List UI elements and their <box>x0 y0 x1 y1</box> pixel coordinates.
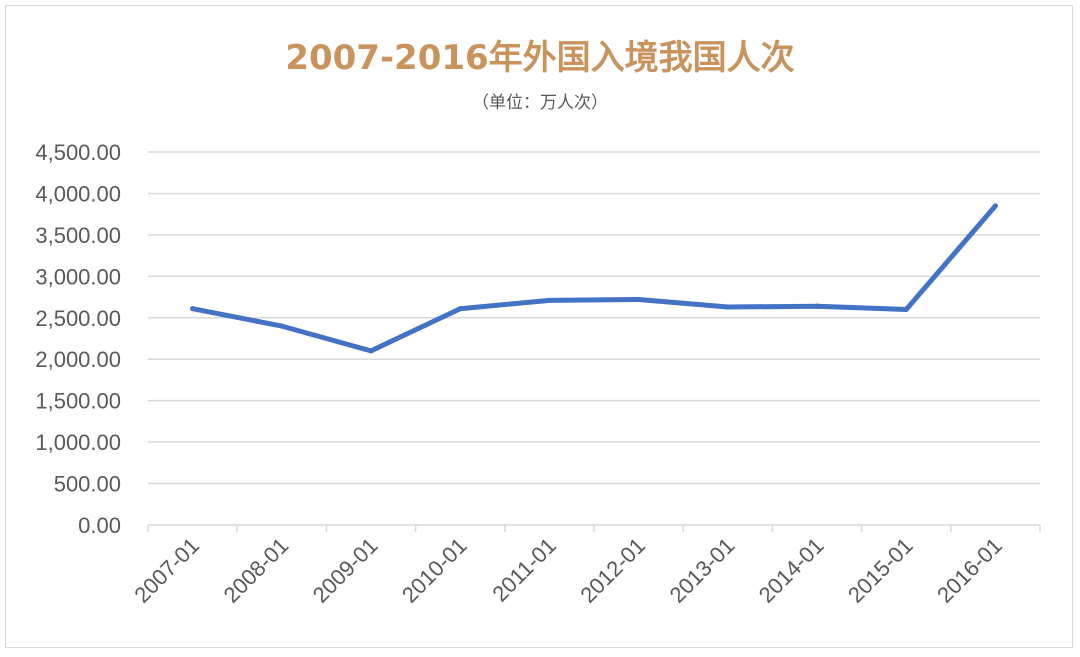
x-tick-label: 2008-01 <box>219 533 294 608</box>
y-tick-label: 0.00 <box>78 513 121 538</box>
data-point <box>903 306 909 312</box>
series-layer <box>190 203 998 354</box>
y-tick-label: 3,000.00 <box>35 264 121 289</box>
y-tick-label: 2,000.00 <box>35 347 121 372</box>
y-tick-label: 1,500.00 <box>35 389 121 414</box>
x-tick-label: 2010-01 <box>397 533 472 608</box>
y-tick-label: 1,000.00 <box>35 430 121 455</box>
y-tick-label: 500.00 <box>54 472 121 497</box>
y-tick-label: 4,000.00 <box>35 181 121 206</box>
data-point <box>636 297 642 303</box>
x-tick-label: 2014-01 <box>754 533 829 608</box>
data-point <box>725 304 731 310</box>
data-point <box>992 203 998 209</box>
data-point <box>457 306 463 312</box>
data-point <box>814 303 820 309</box>
y-tick-label: 3,500.00 <box>35 223 121 248</box>
data-point <box>190 306 196 312</box>
data-point <box>368 348 374 354</box>
x-axis <box>147 524 1041 532</box>
x-tick-label: 2012-01 <box>575 533 650 608</box>
chart-title: 2007-2016年外国入境我国人次 <box>285 38 795 78</box>
y-tick-label: 2,500.00 <box>35 306 121 331</box>
x-tick-label: 2013-01 <box>665 533 740 608</box>
series-line <box>190 203 998 354</box>
data-point <box>279 323 285 329</box>
chart-frame <box>5 5 1073 648</box>
chart-subtitle: （单位：万人次） <box>472 93 608 113</box>
x-tick-label: 2016-01 <box>932 533 1007 608</box>
y-tick-label: 4,500.00 <box>35 140 121 165</box>
x-tick-label: 2015-01 <box>843 533 918 608</box>
data-point <box>546 297 552 303</box>
x-tick-label: 2009-01 <box>308 533 383 608</box>
x-tick-label: 2007-01 <box>129 533 204 608</box>
y-axis-ticks: 0.00 500.00 1,000.00 1,500.00 2,000.00 2,500.… <box>35 140 121 538</box>
x-axis-ticks: 2007-01 2008-01 2009-01 2010-01 2011-01 2012-… <box>129 533 1007 608</box>
gridlines <box>148 151 1040 485</box>
x-tick-label: 2011-01 <box>487 533 561 607</box>
